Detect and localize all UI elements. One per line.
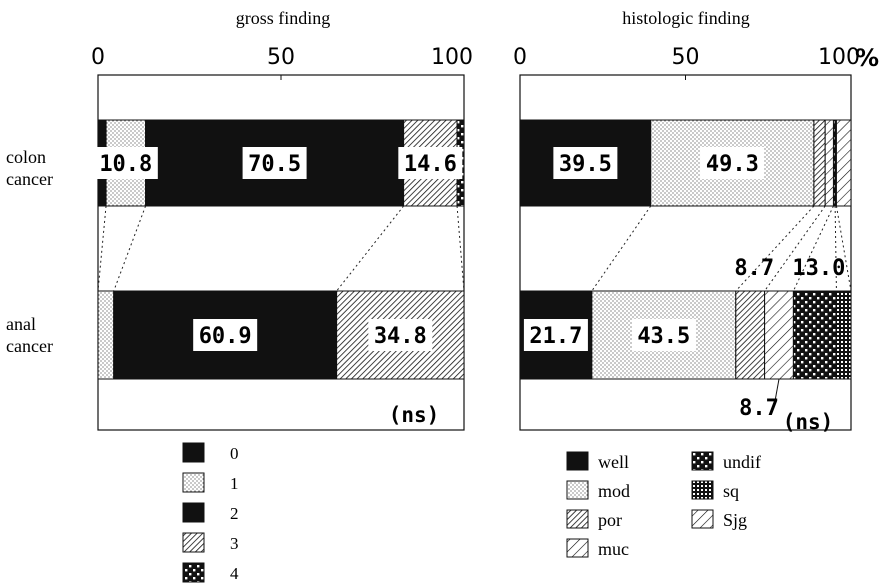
histologic-legend-label-mod: mod [598, 481, 630, 501]
histologic-bar-anal-por [735, 290, 766, 380]
gross-tick-label: 100 [431, 45, 473, 70]
gross-value-label-2: 60.9 [199, 324, 252, 349]
histologic-legend-label-undif: undif [723, 452, 761, 472]
histologic-value-label-well: 21.7 [529, 324, 582, 349]
gross-value-label-box [368, 319, 433, 351]
gross-connector-line [456, 205, 465, 292]
histologic-bar-colon-muc [824, 119, 834, 207]
histologic-legend-swatch-sq [691, 480, 714, 500]
histologic-connector-line [792, 205, 834, 292]
histologic-legend-label-sq: sq [723, 481, 739, 501]
histologic-axis-unit: % [855, 44, 879, 72]
histologic-legend-swatch-por [566, 509, 589, 529]
histologic-value-label-well: 39.5 [559, 152, 612, 177]
gross-value-label-box [193, 319, 258, 351]
histologic-value-label-box [523, 319, 588, 351]
histologic-connector-line [835, 205, 852, 292]
gross-legend-swatch-3 [182, 532, 205, 553]
histologic-leader-line [774, 378, 780, 402]
gross-value-label-box [398, 147, 463, 179]
gross-legend-label-2: 2 [230, 504, 239, 523]
gross-legend-label-3: 3 [230, 534, 239, 553]
histologic-bar-anal-muc [764, 290, 794, 380]
histologic-legend-label-well: well [598, 452, 629, 472]
gross-legend-label-1: 1 [230, 474, 239, 493]
histologic-value-label-por: 8.7 [734, 256, 774, 281]
row-label-anal-line1: anal [6, 314, 36, 334]
gross-legend-swatch-0 [182, 442, 205, 463]
gross-connector-line [336, 205, 405, 292]
gross-tick-label: 0 [91, 45, 105, 70]
gross-connector-line [113, 205, 147, 292]
histologic-bars [519, 119, 852, 380]
gross-ns-note: (ns) [389, 403, 440, 427]
gross-panel-title: gross finding [236, 8, 331, 28]
gross-tick-label: 50 [267, 45, 295, 70]
histologic-legend-swatch-muc [566, 538, 589, 558]
gross-axis-ticks: 0 50 100 [91, 45, 473, 80]
histologic-legend-label-Sjg: Sjg [723, 510, 747, 530]
histologic-tick-label: 100 [818, 45, 860, 70]
gross-value-label-3: 34.8 [374, 324, 427, 349]
gross-value-label-1: 10.8 [99, 152, 152, 177]
row-label-anal: anal cancer [6, 314, 53, 356]
gross-legend-label-4: 4 [230, 564, 239, 583]
histologic-axis-ticks: 0 50 100% [513, 44, 879, 80]
histologic-legend-swatch-Sjg [691, 509, 714, 529]
histologic-bar-colon-Sjg [835, 119, 852, 207]
histologic-panel-title: histologic finding [622, 8, 750, 28]
row-label-colon-line2: cancer [6, 169, 53, 189]
histologic-value-label-muc: 8.7 [739, 396, 779, 421]
gross-legend-label-0: 0 [230, 444, 239, 463]
histologic-bar-anal-sq [835, 290, 852, 380]
gross-connector-lines [97, 205, 465, 292]
histologic-bar-anal-undif [792, 290, 837, 380]
gross-bar-anal-1 [97, 290, 115, 380]
histologic-connector-lines [591, 205, 852, 292]
histologic-value-label-box [631, 319, 696, 351]
gross-legend-swatch-1 [182, 472, 205, 493]
histologic-value-label-box [700, 147, 765, 179]
histologic-connector-line [834, 205, 837, 292]
gross-value-label-2: 70.5 [248, 152, 301, 177]
histologic-legend-label-por: por [598, 510, 622, 530]
histologic-legend-label-muc: muc [598, 539, 629, 559]
gross-value-label-3: 14.6 [404, 152, 457, 177]
histologic-value-label-undif: 13.0 [792, 256, 845, 281]
histologic-connector-line [591, 205, 652, 292]
histologic-tick-label: 50 [672, 45, 700, 70]
gross-legend: 0 1 2 3 4 [182, 442, 239, 583]
row-label-colon: colon cancer [6, 147, 53, 189]
gross-connector-line [97, 205, 107, 292]
histologic-connector-line [735, 205, 815, 292]
value-labels: 10.8 70.5 14.6 60.9 34.8 39.5 49.3 21.7 43.5 8.7 8… [93, 147, 845, 421]
histologic-value-label-mod: 49.3 [706, 152, 759, 177]
gross-value-label-box [93, 147, 158, 179]
gross-value-label-box [242, 147, 307, 179]
row-label-colon-line1: colon [6, 147, 46, 167]
gross-legend-swatch-4 [182, 562, 205, 583]
histologic-connector-line [764, 205, 826, 292]
histologic-value-label-box [553, 147, 618, 179]
histologic-legend-swatch-mod [566, 480, 589, 500]
histologic-bar-colon-por [813, 119, 826, 207]
row-label-anal-line2: cancer [6, 336, 53, 356]
histologic-tick-label: 0 [513, 45, 527, 70]
histologic-value-label-mod: 43.5 [637, 324, 690, 349]
gross-legend-swatch-2 [182, 502, 205, 523]
histologic-ns-note: (ns) [783, 410, 834, 434]
histologic-legend: well mod por muc undif sq Sjg [566, 451, 761, 559]
histologic-legend-swatch-well [566, 451, 589, 471]
histologic-legend-swatch-undif [691, 451, 714, 471]
